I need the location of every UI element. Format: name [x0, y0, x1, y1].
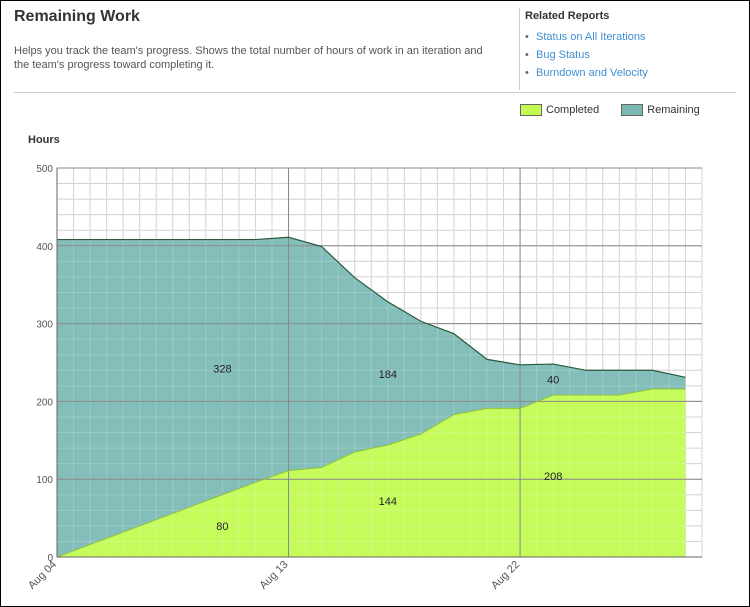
related-report-item[interactable]: • Status on All Iterations [525, 28, 725, 46]
data-label: 80 [216, 521, 228, 533]
x-tick-label: Aug 22 [489, 559, 522, 592]
data-label: 328 [213, 364, 231, 376]
y-tick-label: 0 [47, 553, 53, 564]
y-tick-label: 400 [36, 242, 53, 253]
legend-swatch-remaining [621, 104, 644, 116]
x-tick-label: Aug 04 [26, 559, 59, 592]
series-line-completed [56, 388, 686, 558]
bullet-icon: • [525, 49, 529, 61]
y-axis-label: Hours [28, 134, 60, 146]
x-tick-label: Aug 13 [258, 559, 291, 592]
page-title: Remaining Work [14, 8, 140, 25]
y-tick-label: 300 [36, 320, 53, 331]
related-reports-title: Related Reports [525, 10, 610, 22]
y-tick-label: 200 [36, 397, 53, 408]
legend-item-completed: Completed [520, 104, 599, 116]
legend-item-remaining: Remaining [621, 104, 700, 116]
area-completed [57, 388, 686, 557]
chart-legend: Completed Remaining [520, 104, 700, 116]
legend-swatch-completed [520, 104, 542, 116]
area-remaining [57, 237, 686, 557]
report-description: Helps you track the team's progress. Sho… [14, 45, 483, 71]
related-reports-panel: Related Reports • Status on All Iteratio… [525, 10, 725, 82]
related-reports-list: • Status on All Iterations • Bug Status … [525, 28, 725, 82]
data-label: 184 [379, 369, 397, 381]
horizontal-divider [14, 92, 736, 93]
data-label: 144 [379, 496, 397, 508]
legend-label-completed: Completed [546, 104, 600, 116]
data-label: 40 [547, 375, 559, 387]
related-report-item[interactable]: • Burndown and Velocity [525, 64, 725, 82]
bullet-icon: • [525, 67, 529, 79]
y-tick-label: 100 [36, 475, 53, 486]
related-report-link-burndown-velocity[interactable]: Burndown and Velocity [536, 67, 648, 79]
legend-label-remaining: Remaining [647, 104, 700, 116]
y-tick-label: 500 [36, 164, 53, 175]
related-report-link-bug-status[interactable]: Bug Status [536, 49, 590, 61]
data-label: 208 [544, 471, 562, 483]
related-report-item[interactable]: • Bug Status [525, 46, 725, 64]
series-line-remaining [57, 236, 686, 378]
related-report-link-status-all-iterations[interactable]: Status on All Iterations [536, 31, 646, 43]
vertical-divider [519, 8, 520, 90]
bullet-icon: • [525, 31, 529, 43]
